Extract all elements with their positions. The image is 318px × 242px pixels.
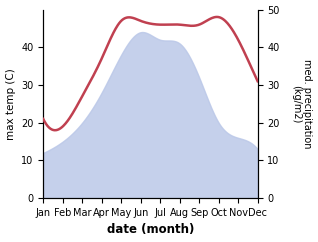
Y-axis label: max temp (C): max temp (C)	[5, 68, 16, 140]
Y-axis label: med. precipitation
(kg/m2): med. precipitation (kg/m2)	[291, 59, 313, 149]
X-axis label: date (month): date (month)	[107, 223, 194, 236]
